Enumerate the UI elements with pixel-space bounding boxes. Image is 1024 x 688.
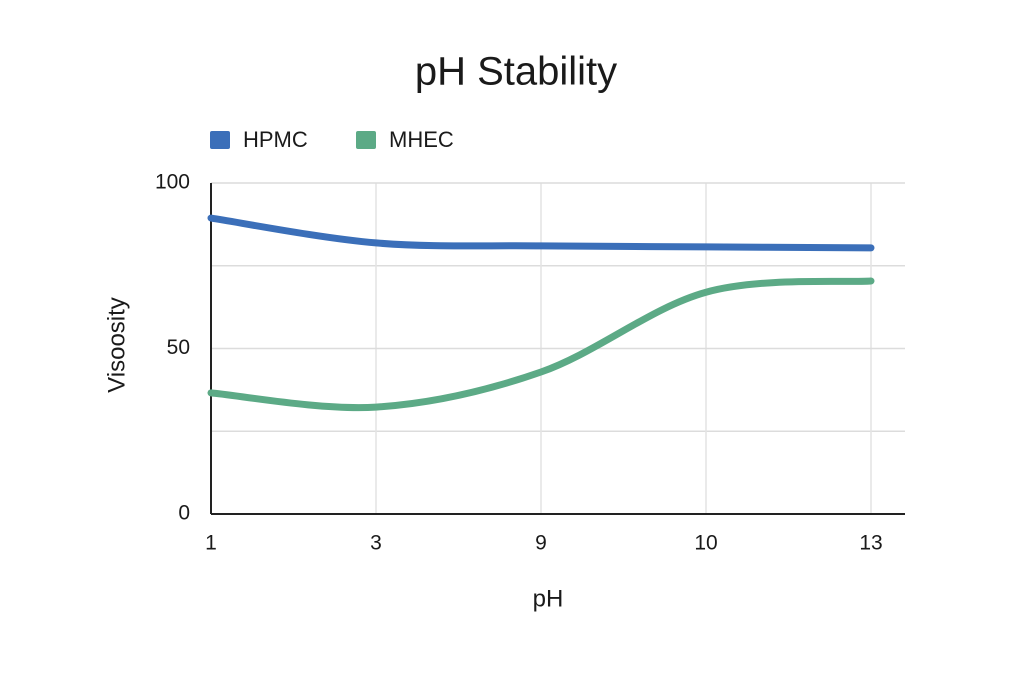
x-tick-label: 13 [859, 532, 882, 555]
x-tick-label: 3 [370, 532, 382, 555]
x-tick-label: 1 [205, 532, 217, 555]
legend-label: MHEC [389, 127, 454, 152]
line-series [207, 277, 875, 412]
line-series [207, 214, 875, 252]
y-axis-label: Visoosity [103, 297, 130, 393]
legend-swatch [356, 131, 376, 149]
legend-label: HPMC [243, 127, 308, 152]
legend-swatch [210, 131, 230, 149]
x-axis-label: pH [533, 585, 564, 612]
y-tick-label: 100 [155, 171, 190, 194]
y-tick-label: 50 [167, 336, 190, 359]
x-tick-label: 10 [694, 532, 717, 555]
x-tick-label: 9 [535, 532, 547, 555]
y-tick-label: 0 [178, 502, 190, 525]
chart-title: pH Stability [415, 50, 617, 94]
